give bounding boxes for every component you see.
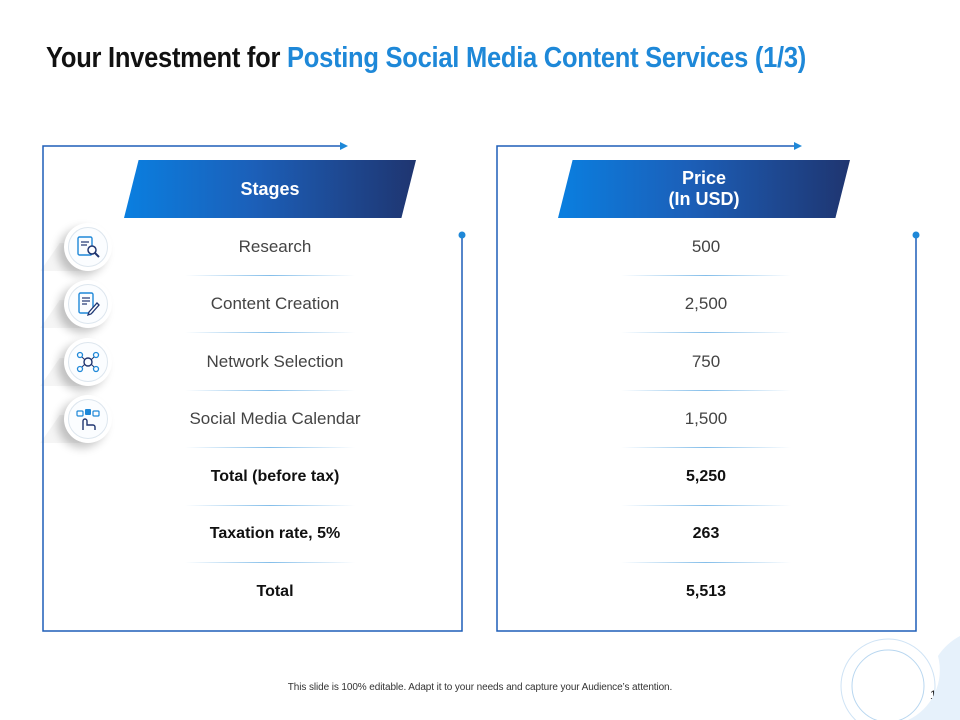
- price-header-line1: Price: [681, 168, 727, 188]
- stage-label: Research: [238, 236, 312, 256]
- row-divider: [185, 504, 355, 506]
- price-value: 1,500: [684, 409, 728, 429]
- price-row: 2,500: [496, 276, 916, 333]
- stage-label: Network Selection: [206, 351, 344, 371]
- stages-header: Stages: [124, 160, 416, 218]
- stages-panel-frame: [42, 142, 466, 632]
- price-value: 750: [691, 351, 721, 371]
- content-creation-icon: [64, 280, 112, 329]
- stage-row-total: Total: [42, 563, 462, 621]
- price-list: 500 2,500 750 1,500 5,250 263 5,513: [496, 218, 916, 621]
- stages-list: Research Content Creation Network Select…: [42, 218, 462, 621]
- footer-note: This slide is 100% editable. Adapt it to…: [287, 682, 673, 693]
- row-divider: [621, 274, 791, 276]
- page-title: Your Investment for Posting Social Media…: [46, 42, 806, 75]
- row-divider: [621, 332, 791, 333]
- price-row-total-before-tax: 5,250: [496, 448, 916, 506]
- stage-label: Social Media Calendar: [189, 409, 361, 429]
- stages-panel: Stages Research Content Creation: [42, 142, 466, 632]
- row-divider: [621, 504, 791, 506]
- price-header: Price (In USD): [558, 160, 850, 218]
- price-row-total: 5,513: [496, 563, 916, 621]
- stage-row-social-media-calendar: Social Media Calendar: [42, 391, 462, 448]
- stage-row-total-before-tax: Total (before tax): [42, 448, 462, 506]
- price-value: 263: [692, 525, 720, 543]
- decorative-circles: [840, 636, 960, 720]
- price-value: 5,250: [685, 467, 727, 485]
- title-highlight: Posting Social Media Content Services (1…: [286, 42, 807, 74]
- research-icon: [64, 222, 112, 271]
- row-divider: [185, 332, 355, 333]
- stage-label: Total: [256, 582, 294, 600]
- row-divider: [185, 389, 355, 391]
- price-row: 500: [496, 218, 916, 276]
- stage-row-content-creation: Content Creation: [42, 276, 462, 333]
- stages-header-label: Stages: [240, 178, 300, 199]
- price-value: 500: [691, 236, 721, 256]
- social-media-calendar-icon: [64, 395, 112, 444]
- price-value: 2,500: [684, 294, 728, 314]
- price-value: 5,513: [685, 582, 727, 600]
- stage-row-research: Research: [42, 218, 462, 276]
- price-panel-frame: [496, 142, 920, 632]
- title-prefix: Your Investment for: [46, 42, 287, 74]
- price-panel: Price (In USD) 500 2,500 750 1,500 5,250…: [496, 142, 920, 632]
- row-divider: [185, 447, 355, 448]
- network-selection-icon: [64, 337, 112, 386]
- row-divider: [621, 562, 791, 563]
- row-divider: [185, 274, 355, 276]
- price-row: 1,500: [496, 391, 916, 448]
- price-header-line2: (In USD): [668, 189, 740, 209]
- row-divider: [185, 562, 355, 563]
- row-divider: [621, 389, 791, 391]
- stage-row-network-selection: Network Selection: [42, 333, 462, 391]
- row-divider: [621, 447, 791, 448]
- stage-label: Taxation rate, 5%: [209, 525, 341, 543]
- stage-label: Content Creation: [210, 294, 340, 314]
- price-row-tax: 263: [496, 506, 916, 563]
- stage-label: Total (before tax): [210, 467, 340, 485]
- price-row: 750: [496, 333, 916, 391]
- stage-row-taxation-rate: Taxation rate, 5%: [42, 506, 462, 563]
